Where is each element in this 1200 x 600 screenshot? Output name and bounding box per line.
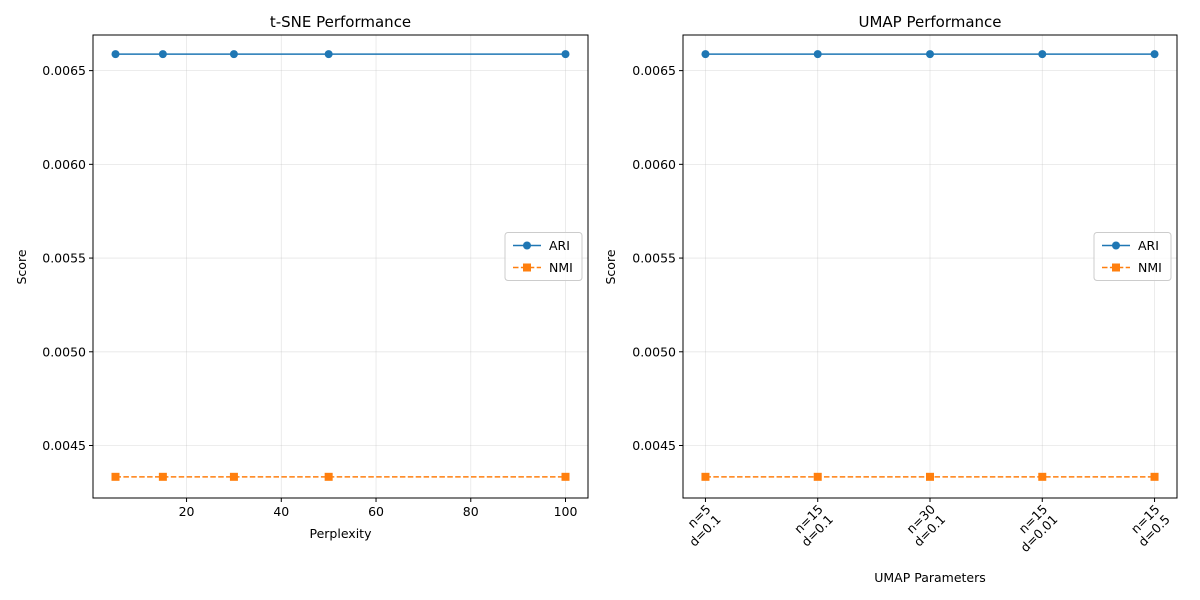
y-tick-label: 0.0055: [42, 251, 86, 266]
y-tick-label: 0.0060: [42, 157, 86, 172]
data-point-ari: [701, 50, 710, 59]
data-point-ari: [324, 50, 333, 59]
legend: ARI NMI: [504, 232, 583, 281]
data-point-nmi: [1150, 472, 1159, 481]
data-point-nmi: [926, 472, 934, 481]
data-point-nmi: [229, 472, 238, 481]
chart-title: UMAP Performance: [858, 13, 1001, 31]
data-point-nmi: [158, 472, 167, 481]
data-point-nmi: [111, 472, 120, 481]
y-axis-label: Score: [14, 249, 29, 284]
y-tick-label: 0.0065: [632, 63, 676, 78]
data-point-nmi: [1038, 472, 1047, 481]
data-point-nmi: [561, 472, 570, 481]
x-tick-label: n=5d=0.1: [676, 502, 724, 550]
y-tick-label: 0.0045: [42, 438, 86, 453]
x-axis-label: Perplexity: [310, 526, 373, 541]
data-point-nmi: [324, 472, 333, 481]
legend-marker-ari: [523, 241, 531, 250]
legend-label: NMI: [549, 260, 573, 275]
y-tick-label: 0.0050: [632, 344, 676, 359]
data-point-nmi: [813, 472, 822, 481]
y-tick-label: 0.0045: [632, 438, 676, 453]
x-axis-label: UMAP Parameters: [874, 570, 986, 585]
y-axis-label: Score: [603, 249, 618, 284]
x-tick-label: n=15d=0.5: [1125, 502, 1173, 550]
y-tick-label: 0.0060: [632, 157, 676, 172]
data-point-ari: [158, 50, 167, 59]
y-tick-label: 0.0050: [42, 344, 86, 359]
legend-label: ARI: [1138, 238, 1159, 253]
legend-marker-ari: [1112, 241, 1120, 250]
legend-marker-nmi: [1112, 263, 1120, 272]
x-tick-label: n=15d=0.01: [1007, 502, 1060, 555]
legend-label: NMI: [1138, 260, 1162, 275]
x-tick-label: 100: [554, 504, 578, 519]
x-tick-label: 20: [179, 504, 195, 519]
chart-title: t-SNE Performance: [270, 13, 411, 31]
legend-marker-nmi: [523, 263, 531, 272]
umap-chart-panel: UMAP Performance UMAP Parameters Score 0…: [603, 13, 1178, 585]
data-point-ari: [926, 50, 934, 59]
x-tick-label: 80: [463, 504, 479, 519]
legend: ARI NMI: [1093, 232, 1172, 281]
data-point-ari: [229, 50, 238, 59]
data-point-ari: [1038, 50, 1047, 59]
x-tick-label: 40: [273, 504, 289, 519]
data-point-ari: [1150, 50, 1159, 59]
data-point-ari: [813, 50, 822, 59]
y-tick-label: 0.0065: [42, 63, 86, 78]
y-tick-label: 0.0055: [632, 251, 676, 266]
x-tick-label: n=15d=0.1: [788, 502, 836, 550]
x-tick-label: n=30d=0.1: [900, 501, 948, 549]
legend-label: ARI: [549, 238, 570, 253]
data-point-ari: [561, 50, 570, 59]
plot-frame: [92, 34, 589, 499]
data-point-nmi: [701, 472, 710, 481]
x-tick-label: 60: [368, 504, 384, 519]
data-point-ari: [111, 50, 120, 59]
tsne-chart-panel: t-SNE Performance Perplexity Score 0.004…: [14, 13, 589, 541]
